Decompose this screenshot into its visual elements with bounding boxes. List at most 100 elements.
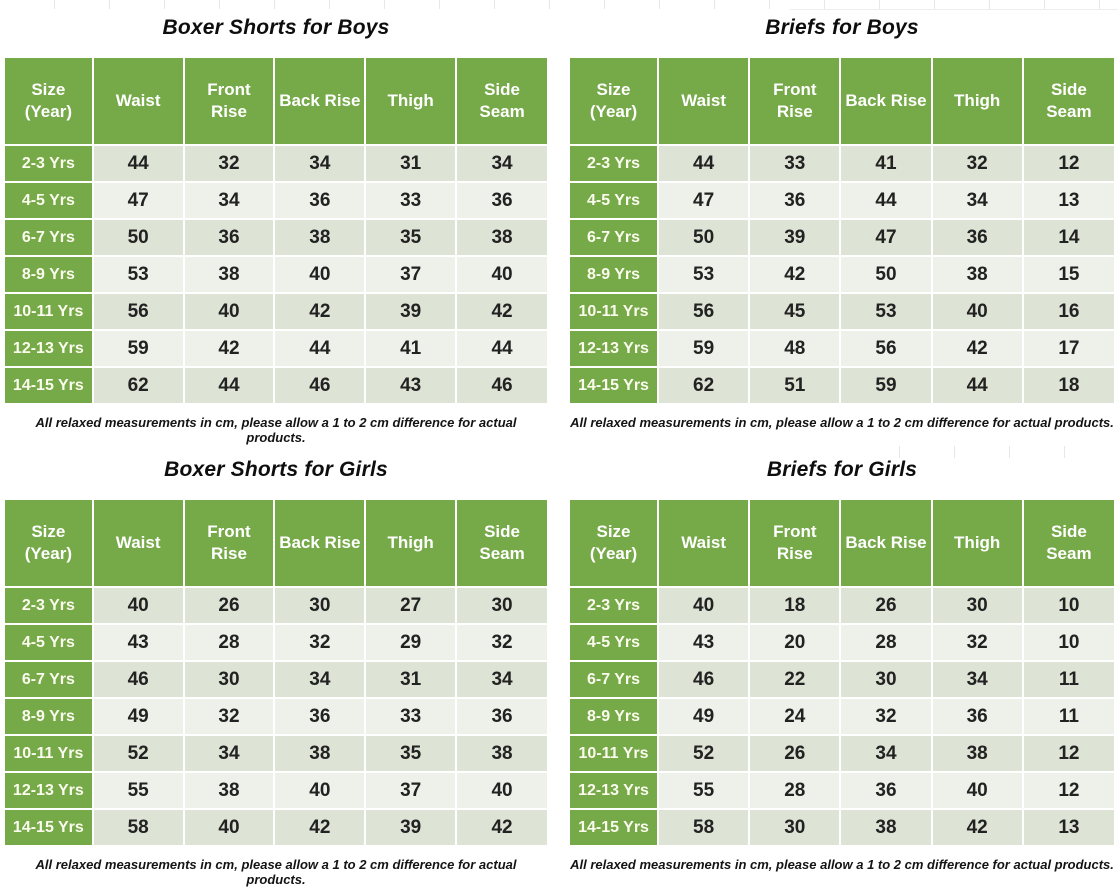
measurement-value-cell: 30 — [182, 660, 276, 699]
table-title: Briefs for Girls — [766, 458, 918, 481]
size-label-cell: 12-13 Yrs — [568, 771, 660, 810]
size-label-cell: 6-7 Yrs — [4, 660, 94, 699]
measurement-value-cell: 59 — [91, 329, 185, 368]
size-label-cell: 4-5 Yrs — [568, 181, 660, 220]
measurement-value-cell: 44 — [182, 366, 276, 404]
size-label-cell: 2-3 Yrs — [4, 144, 94, 183]
measurement-value-cell: 52 — [91, 734, 185, 773]
measurement-value-cell: 43 — [91, 623, 185, 662]
boxer-shorts-boys-section: Boxer Shorts for Boys Size (Year) Waist Fr… — [4, 10, 548, 458]
measurement-value-cell: 10 — [1021, 586, 1116, 625]
measurement-value-cell: 28 — [839, 623, 933, 662]
size-row: 2-3 Yrs 40 18 26 30 10 — [568, 586, 1116, 625]
measurement-value-cell: 55 — [91, 771, 185, 810]
measurement-value-cell: 40 — [930, 771, 1024, 810]
size-label-cell: 2-3 Yrs — [568, 144, 660, 183]
measurement-value-cell: 32 — [930, 144, 1024, 183]
measurement-value-cell: 45 — [748, 292, 842, 331]
size-row: 2-3 Yrs 44 32 34 31 34 — [4, 144, 548, 183]
size-year-header-cell: Size (Year) — [4, 57, 94, 146]
header-row: Size (Year) Waist Front Rise Back Rise Thigh… — [4, 499, 548, 588]
measurement-value-cell: 53 — [839, 292, 933, 331]
measurement-value-cell: 31 — [364, 660, 458, 699]
size-label-cell: 12-13 Yrs — [4, 329, 94, 368]
measurement-value-cell: 34 — [455, 660, 548, 699]
size-label-cell: 4-5 Yrs — [4, 181, 94, 220]
measurement-value-cell: 38 — [455, 218, 548, 257]
measurement-value-cell: 50 — [91, 218, 185, 257]
measurement-value-cell: 40 — [182, 292, 276, 331]
size-row: 12-13 Yrs 55 28 36 40 12 — [568, 771, 1116, 810]
measurement-value-cell: 56 — [657, 292, 751, 331]
measurement-value-cell: 59 — [839, 366, 933, 404]
measurement-value-cell: 44 — [657, 144, 751, 183]
size-row: 4-5 Yrs 47 36 44 34 13 — [568, 181, 1116, 220]
size-label-cell: 4-5 Yrs — [568, 623, 660, 662]
measurement-value-cell: 44 — [930, 366, 1024, 404]
column-header-cell: Front Rise — [748, 57, 842, 146]
size-row: 6-7 Yrs 46 30 34 31 34 — [4, 660, 548, 699]
measurement-value-cell: 62 — [657, 366, 751, 404]
measurement-value-cell: 36 — [748, 181, 842, 220]
column-header-cell: Thigh — [930, 57, 1024, 146]
measurement-value-cell: 32 — [839, 697, 933, 736]
size-row: 8-9 Yrs 53 42 50 38 15 — [568, 255, 1116, 294]
briefs-girls-section: Briefs for Girls Size (Year) Waist Front R… — [568, 452, 1116, 885]
measurement-value-cell: 34 — [273, 660, 367, 699]
size-label-cell: 12-13 Yrs — [4, 771, 94, 810]
measurement-value-cell: 34 — [930, 660, 1024, 699]
column-header-cell: Back Rise — [273, 57, 367, 146]
measurement-value-cell: 44 — [273, 329, 367, 368]
header-row: Size (Year) Waist Front Rise Back Rise Thigh… — [568, 57, 1116, 146]
measurement-value-cell: 56 — [91, 292, 185, 331]
column-header-cell: Front Rise — [182, 499, 276, 588]
measurement-value-cell: 28 — [748, 771, 842, 810]
column-header-cell: Side Seam — [1021, 57, 1116, 146]
column-header-cell: Waist — [91, 499, 185, 588]
size-row: 10-11 Yrs 52 34 38 35 38 — [4, 734, 548, 773]
measurement-value-cell: 40 — [91, 586, 185, 625]
measurement-footnote: All relaxed measurements in cm, please a… — [35, 415, 517, 445]
column-header-cell: Back Rise — [273, 499, 367, 588]
measurement-value-cell: 38 — [930, 734, 1024, 773]
column-header-cell: Side Seam — [455, 499, 548, 588]
size-row: 14-15 Yrs 58 40 42 39 42 — [4, 808, 548, 846]
measurement-value-cell: 24 — [748, 697, 842, 736]
measurement-value-cell: 34 — [930, 181, 1024, 220]
size-row: 8-9 Yrs 49 32 36 33 36 — [4, 697, 548, 736]
measurement-value-cell: 42 — [748, 255, 842, 294]
measurement-value-cell: 30 — [455, 586, 548, 625]
measurement-value-cell: 47 — [839, 218, 933, 257]
measurement-value-cell: 40 — [455, 255, 548, 294]
size-row: 4-5 Yrs 43 20 28 32 10 — [568, 623, 1116, 662]
size-label-cell: 6-7 Yrs — [568, 660, 660, 699]
size-row: 4-5 Yrs 43 28 32 29 32 — [4, 623, 548, 662]
column-header-cell: Side Seam — [455, 57, 548, 146]
measurement-value-cell: 49 — [657, 697, 751, 736]
measurement-value-cell: 42 — [930, 329, 1024, 368]
measurement-value-cell: 43 — [657, 623, 751, 662]
measurement-footnote: All relaxed measurements in cm, please a… — [35, 857, 517, 887]
measurement-value-cell: 14 — [1021, 218, 1116, 257]
measurement-value-cell: 38 — [182, 771, 276, 810]
measurement-value-cell: 40 — [182, 808, 276, 846]
size-row: 8-9 Yrs 53 38 40 37 40 — [4, 255, 548, 294]
table-title: Boxer Shorts for Girls — [164, 458, 388, 481]
measurement-value-cell: 18 — [748, 586, 842, 625]
table-title: Briefs for Boys — [765, 16, 919, 39]
measurement-value-cell: 55 — [657, 771, 751, 810]
header-row: Size (Year) Waist Front Rise Back Rise Thigh… — [4, 57, 548, 146]
size-label-cell: 6-7 Yrs — [568, 218, 660, 257]
measurement-value-cell: 28 — [182, 623, 276, 662]
measurement-value-cell: 30 — [839, 660, 933, 699]
size-label-cell: 10-11 Yrs — [568, 292, 660, 331]
boxer-shorts-girls-table: Size (Year) Waist Front Rise Back Rise Thigh… — [4, 499, 548, 846]
size-label-cell: 14-15 Yrs — [568, 366, 660, 404]
measurement-footnote: All relaxed measurements in cm, please a… — [570, 415, 1114, 430]
measurement-value-cell: 16 — [1021, 292, 1116, 331]
measurement-value-cell: 44 — [91, 144, 185, 183]
column-header-cell: Front Rise — [748, 499, 842, 588]
measurement-value-cell: 39 — [364, 808, 458, 846]
size-label-cell: 14-15 Yrs — [4, 808, 94, 846]
measurement-value-cell: 12 — [1021, 734, 1116, 773]
